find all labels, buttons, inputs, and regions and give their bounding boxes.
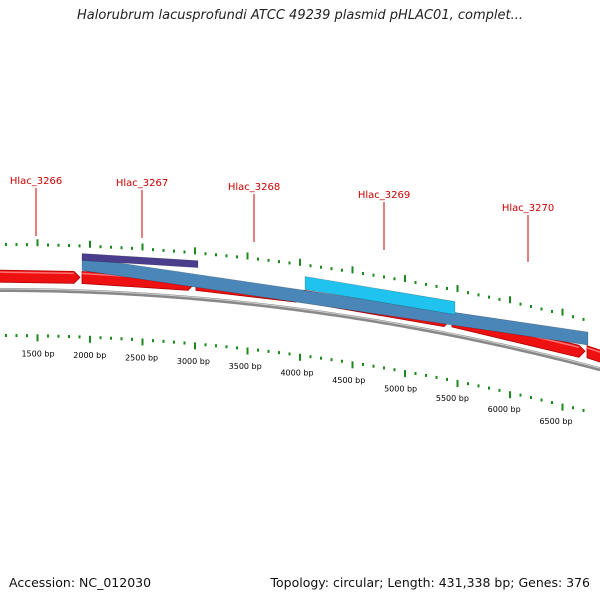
gene-label[interactable]: Hlac_3267 (116, 178, 168, 189)
scale-label: 1500 bp (21, 349, 54, 358)
gene-arrow[interactable] (586, 345, 600, 367)
topology-text: Topology: circular; Length: 431,338 bp; … (270, 575, 591, 590)
scale-label: 5000 bp (384, 384, 417, 393)
scale-label: 2500 bp (125, 353, 158, 362)
scale-label: 5500 bp (436, 394, 469, 403)
gene-label[interactable]: Hlac_3270 (502, 203, 554, 214)
scale-label: 4500 bp (332, 376, 365, 385)
scale-label: 6000 bp (488, 405, 521, 414)
feature-bar-track (81, 253, 589, 346)
scale-label: 2000 bp (73, 351, 106, 360)
gene-label[interactable]: Hlac_3269 (358, 190, 410, 201)
feature-bar-dark[interactable] (81, 253, 199, 268)
scale-label: 3500 bp (229, 362, 262, 371)
gene-label[interactable]: Hlac_3268 (228, 182, 280, 193)
scale-label: 4000 bp (280, 368, 313, 377)
scale-label: 3000 bp (177, 357, 210, 366)
feature-bar[interactable] (81, 257, 589, 346)
scale-label: 6500 bp (539, 417, 572, 426)
sequence-backbone (0, 287, 600, 372)
gene-label-layer: Hlac_3266 Hlac_3267 Hlac_3268 Hlac_3269 Hlac… (10, 176, 554, 262)
top-tick-track (5, 239, 585, 321)
bp-scale-labels: 1500 bp 2000 bp 2500 bp 3000 bp 3500 bp 4000 … (21, 349, 572, 426)
map-title: Halorubrum lacusprofundi ATCC 49239 plas… (77, 8, 523, 23)
gene-label[interactable]: Hlac_3266 (10, 176, 62, 187)
bottom-tick-track (5, 334, 585, 412)
accession-text: Accession: NC_012030 (9, 575, 152, 590)
feature-bar-highlight[interactable] (304, 276, 456, 315)
